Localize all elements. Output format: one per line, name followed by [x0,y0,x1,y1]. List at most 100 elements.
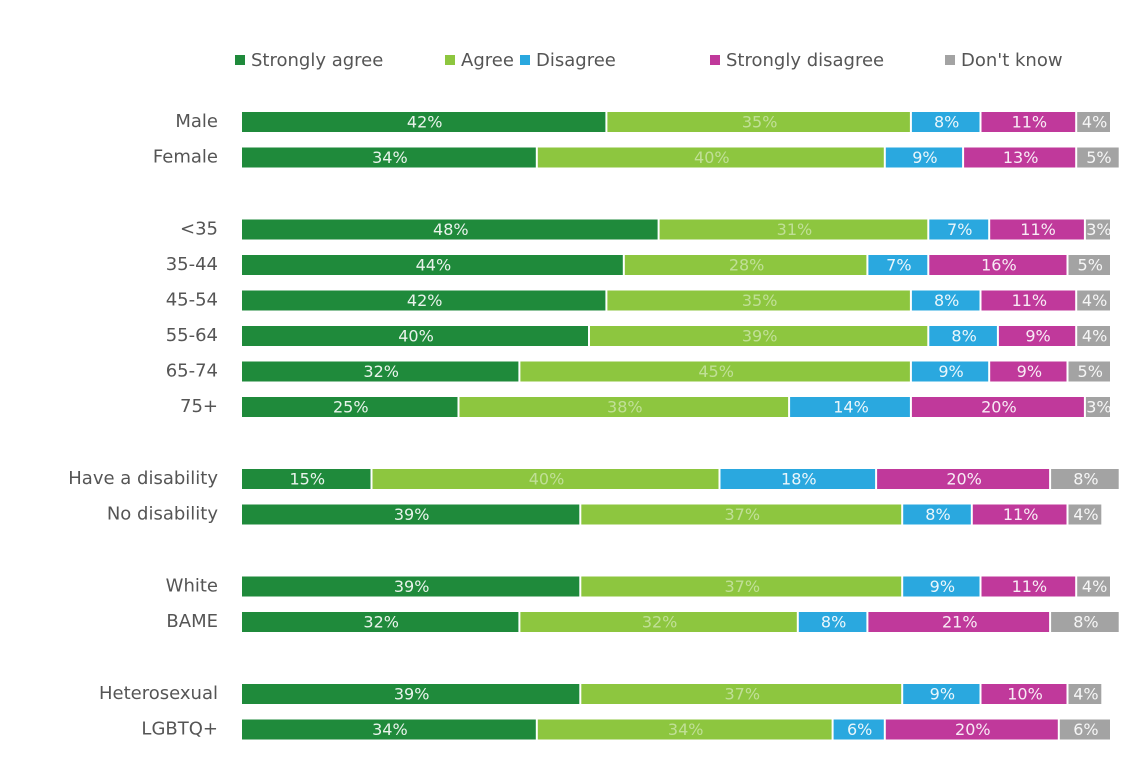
value-label: 9% [938,362,963,381]
value-label: 15% [289,470,325,489]
value-label: 8% [934,113,959,132]
bar-segment [1077,290,1110,311]
y-tick-label: 45-54 [166,290,218,311]
bar-segment [1068,255,1110,275]
y-tick-label: Heterosexual [99,683,218,704]
legend-swatch [520,55,530,65]
bar-segment [911,397,1084,417]
value-label: 18% [781,470,817,489]
bar-segment [624,255,867,275]
bar-segment [242,219,658,240]
bar-segment [1068,361,1110,382]
y-tick-label: Female [153,147,218,168]
value-label: 13% [1003,148,1039,167]
value-label: 31% [777,220,813,239]
bar-segment [981,290,1076,311]
bar-segment [903,576,980,597]
y-tick-label: <35 [180,219,218,240]
value-label: 4% [1082,577,1107,596]
value-label: 9% [912,148,937,167]
y-tick-label: No disability [107,504,219,525]
bar-segment [1077,326,1110,346]
bar-segment [242,469,371,489]
legend-label: Agree [461,50,514,71]
value-label: 9% [930,685,955,704]
bar-segment [903,504,971,525]
legend-swatch [945,55,955,65]
bar-segment [964,147,1076,168]
value-label: 8% [821,613,846,632]
bar-segment [868,612,1050,632]
value-label: 11% [1012,113,1048,132]
bar-segment [537,719,832,740]
bar-segment [659,219,928,240]
legend-swatch [445,55,455,65]
value-label: 34% [372,720,408,739]
bar-segment [998,326,1076,346]
bar-segment [459,397,789,417]
bar-segment [537,147,884,168]
y-tick-label: BAME [166,611,218,632]
bar-segment [590,326,928,346]
bar-segment [833,719,884,740]
value-label: 7% [947,220,972,239]
bar-segment [981,576,1076,597]
value-label: 39% [394,685,430,704]
value-label: 8% [951,327,976,346]
value-label: 3% [1086,220,1111,239]
bar-segment [885,147,963,168]
bar-segment [520,612,797,632]
bar-segment [242,684,580,704]
y-tick-label: LGBTQ+ [141,719,218,740]
value-label: 35% [742,113,778,132]
bar-segment [990,219,1084,240]
value-label: 9% [930,577,955,596]
value-label: 37% [724,505,760,524]
bar-segment [607,290,910,311]
legend-label: Strongly disagree [726,50,884,71]
y-tick-label: 55-64 [166,325,218,346]
bar-segment [911,361,989,382]
y-tick-label: 35-44 [166,254,218,275]
bar-segment [242,612,519,632]
bar-segment [242,576,580,597]
value-label: 14% [833,398,869,417]
bar-segment [581,684,902,704]
bar-segment [1059,719,1110,740]
value-label: 11% [1012,291,1048,310]
bar-segment [911,290,980,311]
legend-label: Don't know [961,50,1063,71]
bar-segment [607,112,910,132]
value-label: 11% [1012,577,1048,596]
bar-segment [1077,147,1119,168]
value-label: 48% [433,220,469,239]
value-label: 16% [981,256,1017,275]
value-label: 10% [1007,685,1043,704]
value-label: 34% [668,720,704,739]
bar-segment [798,612,867,632]
value-label: 5% [1078,256,1103,275]
value-label: 4% [1082,113,1107,132]
value-label: 5% [1078,362,1103,381]
value-label: 9% [1017,362,1042,381]
bar-segment [929,219,989,240]
value-label: 34% [372,148,408,167]
value-label: 42% [407,291,443,310]
value-label: 25% [333,398,369,417]
bar-segment [242,504,580,525]
value-label: 39% [394,505,430,524]
bar-segment [1051,612,1119,632]
value-label: 4% [1073,685,1098,704]
value-label: 21% [942,613,978,632]
bar-segment [242,112,606,132]
y-tick-label: Have a disability [68,468,218,489]
value-label: 40% [398,327,434,346]
value-label: 39% [742,327,778,346]
value-label: 45% [698,362,734,381]
bar-segment [242,255,623,275]
bar-segment [1085,397,1110,417]
bar-segment [1068,684,1102,704]
value-label: 42% [407,113,443,132]
bar-segment [720,469,876,489]
